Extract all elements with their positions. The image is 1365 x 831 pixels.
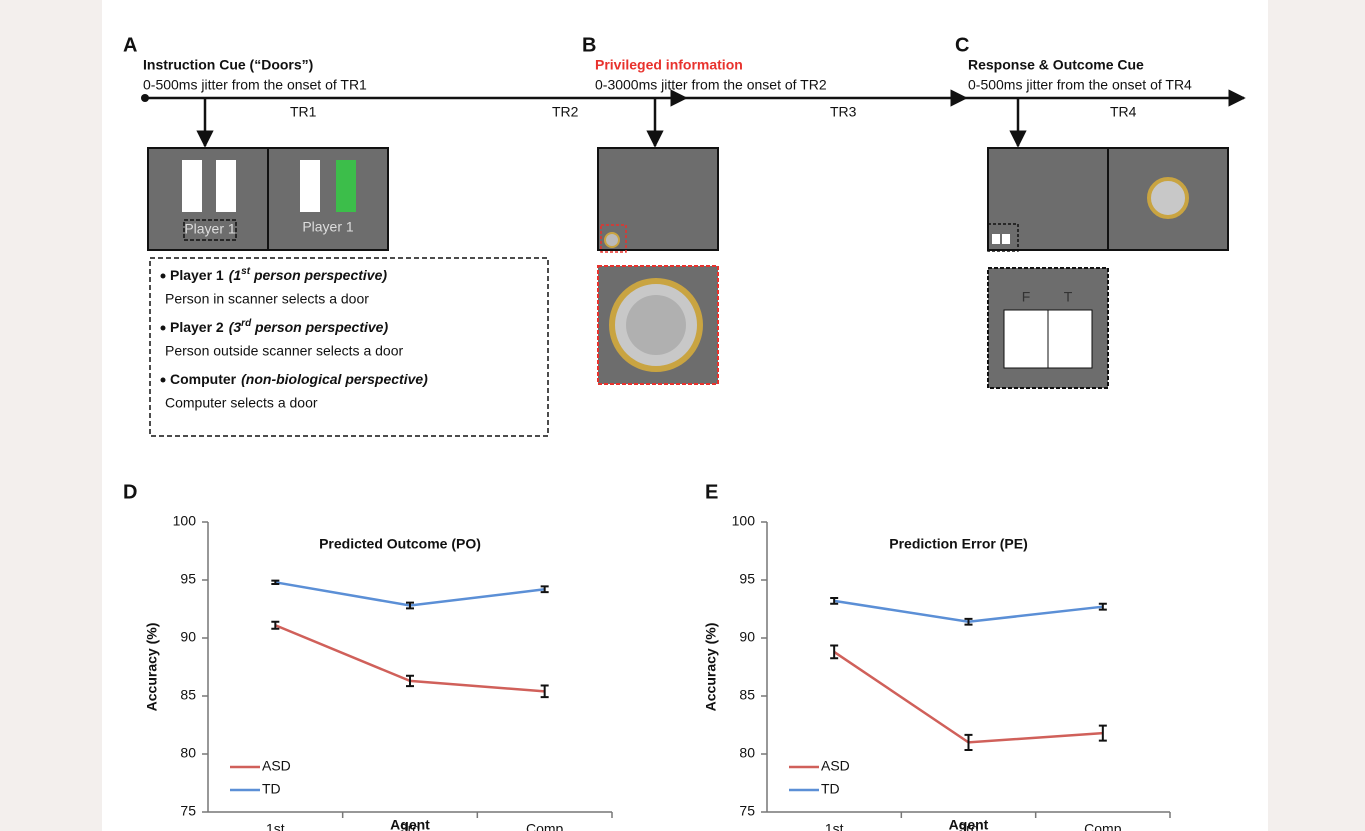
x-tick-label: 3rd [958,821,978,831]
door [216,160,236,212]
error-bar [1098,724,1107,742]
y-tick-label: 75 [180,803,196,819]
highlight [600,224,627,253]
door [1003,309,1049,369]
panel-label: B [582,34,596,56]
legend-label: TD [262,781,281,797]
chart-title: Predicted Outcome (PO) [319,536,481,552]
legend-label: ASD [262,758,291,774]
door [182,160,202,212]
y-axis-label: Accuracy (%) [703,623,719,712]
agent-perspective: (3 [229,319,242,335]
jitter: 0-3000ms jitter from the onset of TR2 [595,77,827,93]
y-tick-label: 95 [739,571,755,587]
bullet [160,325,166,331]
agent-perspective: (1 [229,267,242,283]
screen [597,147,719,251]
coin-inner [626,295,686,355]
y-axis-label: Accuracy (%) [144,623,160,712]
error-bar [964,617,973,626]
door-label: T [1064,289,1073,305]
agent-sup: st [241,266,251,277]
panel-label: D [123,481,137,503]
coin [1147,177,1189,219]
panel-label: C [955,34,969,56]
x-tick-label: Comp [1084,821,1122,831]
agent-name: Player 2 [170,319,224,335]
y-tick-label: 80 [739,745,755,761]
agent-perspective: person perspective) [251,319,388,335]
error-bar [406,601,414,610]
x-tick-label: Comp [526,821,564,831]
agent-description: Person outside scanner selects a door [165,343,403,359]
coin [604,232,620,248]
agent-name: Computer [170,371,237,387]
error-bar [540,684,549,699]
agent-line: Player 2 (3rd person perspective) [170,318,388,335]
panel-title: Privileged information [595,57,743,73]
highlight [183,219,237,241]
door-label: F [1022,289,1031,305]
agent-perspective: (non-biological perspective) [241,371,428,387]
highlight [987,223,1019,252]
screen-label: Player 1 [184,221,236,237]
tr-label: TR2 [552,104,579,120]
door [992,234,1000,244]
agent-line: Computer (non-biological perspective) [170,371,428,387]
tr-label: TR1 [290,104,317,120]
x-tick-label: 1st [825,821,844,831]
legend-label: ASD [821,758,850,774]
panel-label: A [123,34,137,56]
agent-description: Computer selects a door [165,395,318,411]
screen-label: Player 1 [302,219,354,235]
x-tick-label: 1st [266,821,285,831]
legend-label: TD [821,781,840,797]
error-bar [540,585,549,594]
y-tick-label: 100 [173,513,197,529]
door [1002,234,1010,244]
error-bar [406,674,414,688]
tr-label: TR3 [830,104,857,120]
agent-name: Player 1 [170,267,224,283]
agents: Player 1 (1st person perspective) Person i… [160,266,428,411]
agent-line: Player 1 (1st person perspective) [170,266,387,283]
agent-perspective: person perspective) [250,267,387,283]
y-tick-label: 80 [180,745,196,761]
x-tick-label: 3rd [400,821,420,831]
bullet [160,377,166,383]
panel-label: E [705,481,718,503]
error-bar [271,579,280,586]
y-tick-label: 90 [739,629,755,645]
panel-bg [102,0,1268,831]
error-bar [1098,602,1107,611]
y-tick-label: 95 [180,571,196,587]
panel-title: Response & Outcome Cue [968,57,1144,73]
error-bar [271,620,280,630]
bullet [160,273,166,279]
panel-title: Instruction Cue (“Doors”) [143,57,313,73]
y-tick-label: 85 [739,687,755,703]
y-tick-label: 90 [180,629,196,645]
y-tick-label: 75 [739,803,755,819]
error-bar [830,596,839,605]
agent-description: Person in scanner selects a door [165,291,369,307]
door-open [336,160,356,212]
y-tick-label: 85 [180,687,196,703]
door [1047,309,1093,369]
jitter: 0-500ms jitter from the onset of TR1 [143,77,367,93]
tr-label: TR4 [1110,104,1137,120]
y-tick-label: 100 [732,513,756,529]
error-bar [830,644,839,660]
door [300,160,320,212]
x-axis-label: Agent [390,817,430,831]
chart-title: Prediction Error (PE) [889,536,1027,552]
agent-sup: rd [241,318,252,329]
x-axis-label: Agent [949,817,989,831]
jitter: 0-500ms jitter from the onset of TR4 [968,77,1192,93]
error-bar [964,733,973,751]
